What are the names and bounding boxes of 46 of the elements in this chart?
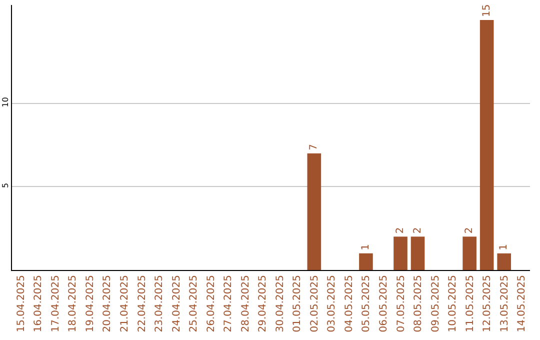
x-tick-label: 13.05.2025 — [499, 275, 510, 332]
bar — [462, 236, 476, 270]
x-tick-label: 24.04.2025 — [171, 275, 182, 332]
bar — [497, 253, 512, 270]
data-label: 7 — [308, 144, 320, 150]
x-tick-label: 21.04.2025 — [119, 275, 130, 332]
y-tick-label: 5 — [0, 182, 10, 188]
bar — [480, 20, 494, 270]
x-tick-label: 14.05.2025 — [516, 275, 528, 332]
data-label: 15 — [481, 4, 492, 17]
x-tick-label: 12.05.2025 — [482, 275, 494, 332]
data-label: 2 — [395, 227, 406, 234]
x-tick-label: 22.04.2025 — [136, 275, 148, 332]
x-tick-label: 30.04.2025 — [274, 275, 286, 332]
x-tick-label: 16.04.2025 — [33, 275, 44, 332]
x-tick-label: 03.05.2025 — [326, 275, 338, 332]
bar — [394, 236, 408, 270]
bar — [359, 253, 373, 270]
x-tick-label: 17.04.2025 — [50, 275, 62, 332]
x-tick-label: 18.04.2025 — [68, 275, 79, 332]
data-label: 2 — [464, 227, 476, 234]
x-tick-label: 07.05.2025 — [396, 275, 407, 332]
x-tick-label: 28.04.2025 — [240, 275, 252, 332]
x-tick-label: 02.05.2025 — [309, 275, 320, 332]
x-tick-label: 23.04.2025 — [154, 275, 166, 332]
x-tick-label: 01.05.2025 — [292, 275, 304, 332]
x-tick-label: 29.04.2025 — [258, 275, 269, 332]
x-tick-label: 26.04.2025 — [206, 275, 217, 332]
data-label: 2 — [412, 227, 424, 234]
x-tick-label: 27.04.2025 — [223, 275, 234, 332]
x-tick-label: 11.05.2025 — [464, 275, 476, 332]
x-tick-label: 19.04.2025 — [84, 275, 96, 332]
x-tick-label: 05.05.2025 — [361, 275, 372, 332]
bar — [410, 236, 425, 270]
x-tick-label: 20.04.2025 — [102, 275, 114, 332]
x-tick-label: 04.05.2025 — [344, 275, 355, 332]
y-tick-label: 10 — [0, 97, 10, 108]
data-label: 1 — [360, 244, 372, 250]
x-tick-label: 15.04.2025 — [16, 275, 27, 332]
x-tick-label: 08.05.2025 — [413, 275, 424, 332]
x-tick-label: 25.04.2025 — [188, 275, 200, 332]
data-label: 1 — [498, 244, 510, 250]
x-tick-label: 10.05.2025 — [448, 275, 459, 332]
bar — [307, 153, 322, 270]
x-tick-label: 09.05.2025 — [430, 275, 442, 332]
x-tick-label: 06.05.2025 — [378, 275, 390, 332]
